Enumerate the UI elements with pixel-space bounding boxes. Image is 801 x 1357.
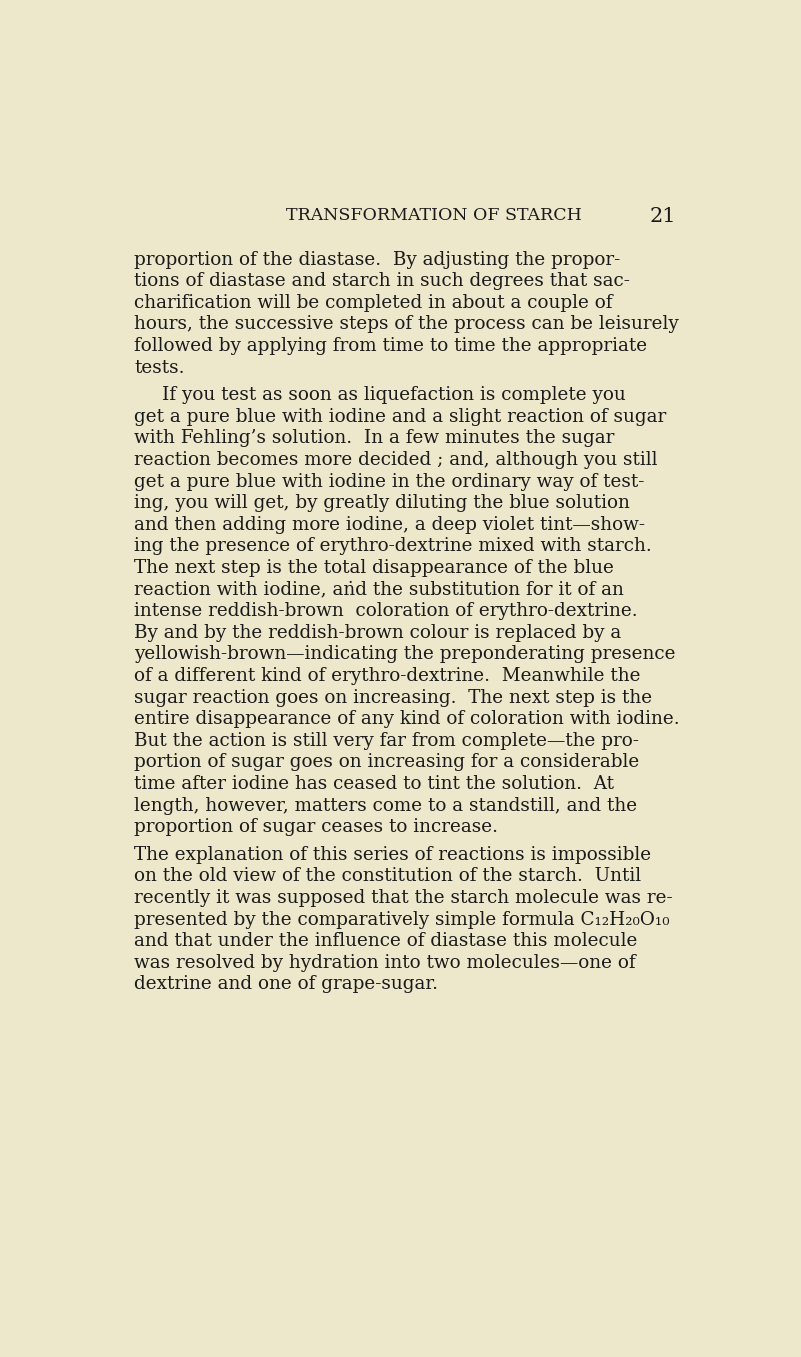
Text: with Fehling’s solution.  In a few minutes the sugar: with Fehling’s solution. In a few minute… bbox=[135, 429, 614, 448]
Text: tests.: tests. bbox=[135, 358, 185, 377]
Text: sugar reaction goes on increasing.  The next step is the: sugar reaction goes on increasing. The n… bbox=[135, 688, 652, 707]
Text: The next step is the total disappearance of the blue: The next step is the total disappearance… bbox=[135, 559, 614, 577]
Text: on the old view of the constitution of the starch.  Until: on the old view of the constitution of t… bbox=[135, 867, 642, 886]
Text: tions of diastase and starch in such degrees that sac-: tions of diastase and starch in such deg… bbox=[135, 273, 630, 290]
Text: hours, the successive steps of the process can be leisurely: hours, the successive steps of the proce… bbox=[135, 315, 679, 334]
Text: recently it was supposed that the starch molecule was re-: recently it was supposed that the starch… bbox=[135, 889, 673, 906]
Text: But the action is still very far from complete—the pro-: But the action is still very far from co… bbox=[135, 731, 639, 750]
Text: portion of sugar goes on increasing for a considerable: portion of sugar goes on increasing for … bbox=[135, 753, 639, 771]
Text: time after iodine has ceased to tint the solution.  At: time after iodine has ceased to tint the… bbox=[135, 775, 614, 792]
Text: 21: 21 bbox=[650, 206, 676, 225]
Text: The explanation of this series of reactions is impossible: The explanation of this series of reacti… bbox=[135, 845, 651, 864]
Text: and then adding more iodine, a deep violet tint—show-: and then adding more iodine, a deep viol… bbox=[135, 516, 646, 533]
Text: By and by the reddish-brown colour is replaced by a: By and by the reddish-brown colour is re… bbox=[135, 624, 622, 642]
Text: reaction becomes more decided ; and, although you still: reaction becomes more decided ; and, alt… bbox=[135, 451, 658, 470]
Text: TRANSFORMATION OF STARCH: TRANSFORMATION OF STARCH bbox=[286, 206, 582, 224]
Text: charification will be completed in about a couple of: charification will be completed in about… bbox=[135, 294, 613, 312]
Text: presented by the comparatively simple formula C₁₂H₂₀O₁₀: presented by the comparatively simple fo… bbox=[135, 911, 670, 928]
Text: followed by applying from time to time the appropriate: followed by applying from time to time t… bbox=[135, 337, 647, 356]
Text: was resolved by hydration into two molecules—one of: was resolved by hydration into two molec… bbox=[135, 954, 636, 972]
Text: reaction with iodine, aṅd the substitution for it of an: reaction with iodine, aṅd the substitut… bbox=[135, 581, 624, 598]
Text: and that under the influence of diastase this molecule: and that under the influence of diastase… bbox=[135, 932, 638, 950]
Text: get a pure blue with iodine in the ordinary way of test-: get a pure blue with iodine in the ordin… bbox=[135, 472, 645, 491]
Text: proportion of the diastase.  By adjusting the propor-: proportion of the diastase. By adjusting… bbox=[135, 251, 621, 269]
Text: ing the presence of erythro-dextrine mixed with starch.: ing the presence of erythro-dextrine mix… bbox=[135, 537, 652, 555]
Text: of a different kind of erythro-dextrine.  Meanwhile the: of a different kind of erythro-dextrine.… bbox=[135, 668, 641, 685]
Text: length, however, matters come to a standstill, and the: length, however, matters come to a stand… bbox=[135, 797, 638, 814]
Text: dextrine and one of grape-sugar.: dextrine and one of grape-sugar. bbox=[135, 976, 438, 993]
Text: entire disappearance of any kind of coloration with iodine.: entire disappearance of any kind of colo… bbox=[135, 710, 680, 729]
Text: ing, you will get, by greatly diluting the blue solution: ing, you will get, by greatly diluting t… bbox=[135, 494, 630, 512]
Text: If you test as soon as liquefaction is complete you: If you test as soon as liquefaction is c… bbox=[162, 387, 626, 404]
Text: get a pure blue with iodine and a slight reaction of sugar: get a pure blue with iodine and a slight… bbox=[135, 408, 666, 426]
Text: proportion of sugar ceases to increase.: proportion of sugar ceases to increase. bbox=[135, 818, 498, 836]
Text: intense reddish-brown  coloration of erythro-dextrine.: intense reddish-brown coloration of eryt… bbox=[135, 603, 638, 620]
Text: yellowish-brown—indicating the preponderating presence: yellowish-brown—indicating the preponder… bbox=[135, 646, 676, 664]
